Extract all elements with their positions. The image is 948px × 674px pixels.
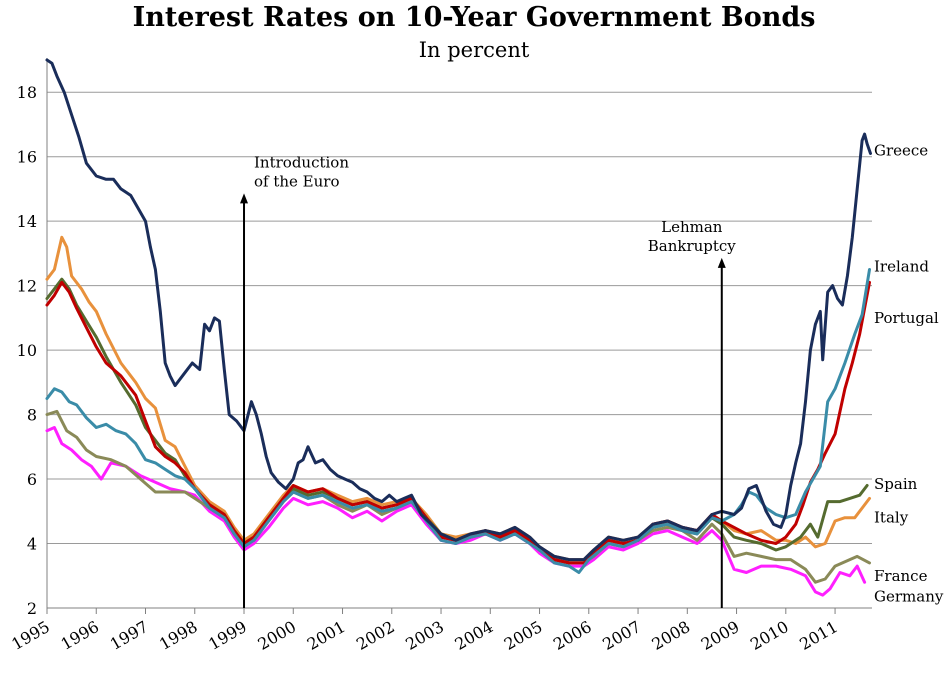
y-tick-label: 18 bbox=[17, 83, 37, 102]
x-tick-label: 2005 bbox=[501, 617, 546, 654]
series-line-greece bbox=[45, 58, 872, 562]
chart-subtitle: In percent bbox=[418, 38, 530, 62]
x-tick-label: 1999 bbox=[205, 617, 250, 654]
x-tick-label: 1998 bbox=[156, 617, 201, 654]
x-tick-label: 2003 bbox=[402, 617, 447, 654]
x-tick-label: 2006 bbox=[550, 617, 595, 654]
x-tick-label: 2002 bbox=[353, 617, 398, 654]
series-label-ireland: Ireland bbox=[874, 257, 929, 275]
series-label-greece: Greece bbox=[874, 141, 928, 159]
chart-title: Interest Rates on 10-Year Government Bon… bbox=[132, 2, 816, 33]
series-line-germany bbox=[45, 426, 867, 597]
gridlines bbox=[47, 91, 872, 545]
series-line-ireland bbox=[45, 268, 871, 574]
y-tick-label: 8 bbox=[27, 406, 37, 425]
x-tick-label: 1996 bbox=[57, 617, 102, 654]
annotation-text: of the Euro bbox=[254, 172, 340, 190]
x-tick-label: 2008 bbox=[649, 617, 694, 654]
annotation-text: Introduction bbox=[254, 153, 349, 171]
x-tick-label: 2001 bbox=[304, 617, 349, 654]
y-tick-label: 14 bbox=[17, 212, 37, 231]
series-line-portugal bbox=[45, 280, 871, 565]
series-lines bbox=[45, 58, 872, 597]
annotation-arrowhead bbox=[240, 193, 249, 204]
y-tick-label: 2 bbox=[27, 599, 37, 618]
y-tick-label: 12 bbox=[17, 277, 37, 296]
x-tick-label: 2010 bbox=[747, 617, 792, 654]
x-tick-label: 2009 bbox=[698, 617, 743, 654]
annotation-text: Bankruptcy bbox=[648, 237, 737, 255]
y-tick-label: 16 bbox=[17, 148, 37, 167]
x-tick-label: 1995 bbox=[8, 617, 53, 654]
series-label-germany: Germany bbox=[874, 588, 944, 606]
series-labels: Germany France Italy Spain Portugal Ireland Gr… bbox=[874, 141, 944, 605]
series-label-portugal: Portugal bbox=[874, 309, 939, 327]
series-label-france: France bbox=[874, 567, 928, 585]
x-tick-label: 2004 bbox=[452, 617, 497, 654]
x-tick-label: 2000 bbox=[255, 617, 300, 654]
x-tick-label: 1997 bbox=[107, 617, 152, 654]
annotation-text: Lehman bbox=[661, 218, 723, 236]
annotation-arrowhead bbox=[717, 257, 726, 268]
x-tick-label: 2007 bbox=[599, 617, 644, 654]
series-line-spain bbox=[45, 277, 869, 565]
series-label-spain: Spain bbox=[874, 475, 918, 493]
y-tick-label: 10 bbox=[17, 341, 37, 360]
x-tick-label: 2011 bbox=[796, 617, 841, 654]
y-tick-label: 4 bbox=[27, 535, 37, 554]
series-label-italy: Italy bbox=[874, 509, 909, 527]
y-tick-label: 6 bbox=[27, 470, 37, 489]
